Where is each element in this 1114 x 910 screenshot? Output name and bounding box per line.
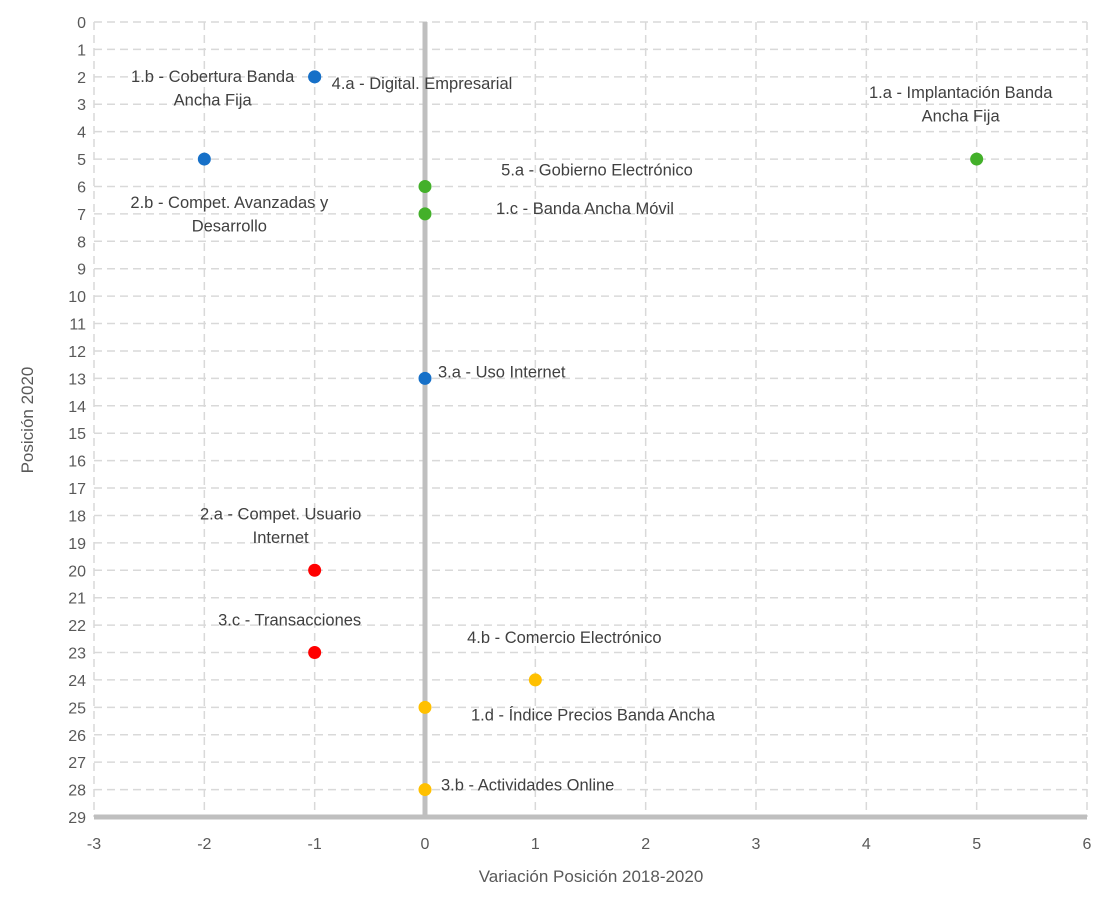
data-label: 2.b - Compet. Avanzadas y Desarrollo [130, 194, 329, 236]
x-tick-label: 0 [421, 836, 430, 853]
data-labels: 1.b - Cobertura Banda Ancha Fija 4.a - Dig… [130, 68, 1053, 795]
data-label-line: 4.a - Digital. Empresarial [332, 75, 513, 93]
data-label-line: 2.b - Compet. Avanzadas y [130, 194, 329, 212]
y-tick-label: 3 [77, 97, 86, 114]
data-label-line: Internet [253, 529, 309, 547]
x-tick-label: 6 [1083, 836, 1092, 853]
data-label: 1.a - Implantación Banda Ancha Fija [869, 84, 1053, 126]
data-label-line: 3.c - Transacciones [218, 612, 361, 630]
y-tick-label: 8 [77, 234, 86, 251]
y-tick-label: 29 [68, 810, 86, 827]
y-tick-label: 24 [68, 673, 86, 690]
data-label-line: Desarrollo [192, 218, 267, 236]
y-tick-label: 14 [68, 399, 86, 416]
data-label: 3.b - Actividades Online [441, 777, 614, 795]
y-tick-label: 1 [77, 42, 86, 59]
x-tick-label: 1 [531, 836, 540, 853]
y-tick-label: 18 [68, 508, 86, 525]
data-label-line: 1.d - Índice Precios Banda Ancha [471, 705, 716, 724]
x-tick-label: 5 [972, 836, 981, 853]
x-tick-label: -2 [197, 836, 211, 853]
data-label-line: Ancha Fija [174, 91, 253, 109]
y-tick-label: 7 [77, 207, 86, 224]
y-tick-label: 0 [77, 15, 86, 32]
data-label: 3.c - Transacciones [218, 612, 361, 630]
data-label-line: 5.a - Gobierno Electrónico [501, 161, 693, 179]
y-tick-label: 15 [68, 426, 86, 443]
y-tick-label: 19 [68, 536, 86, 553]
data-label-line: 2.a - Compet. Usuario [200, 505, 361, 523]
y-tick-label: 13 [68, 371, 86, 388]
data-point [418, 179, 432, 193]
data-point [308, 563, 322, 577]
data-point [418, 783, 432, 797]
data-point [418, 207, 432, 221]
x-tick-label: -3 [87, 836, 101, 853]
tick-labels: 0123456789101112131415161718192021222324… [68, 15, 1091, 853]
data-label-line: Ancha Fija [922, 108, 1001, 126]
data-point [308, 70, 322, 84]
y-tick-label: 27 [68, 755, 86, 772]
axes [94, 22, 1087, 820]
y-tick-label: 10 [68, 289, 86, 306]
data-label-line: 3.b - Actividades Online [441, 777, 614, 795]
x-tick-label: 4 [862, 836, 871, 853]
data-label: 4.a - Digital. Empresarial [332, 75, 513, 93]
y-axis-title: Posición 2020 [18, 367, 37, 474]
data-label: 4.b - Comercio Electrónico [467, 629, 661, 647]
x-tick-label: 2 [641, 836, 650, 853]
data-label-line: 3.a - Uso Internet [438, 363, 566, 381]
data-points [197, 70, 984, 797]
y-tick-label: 17 [68, 481, 86, 498]
y-tick-label: 20 [68, 563, 86, 580]
data-point [308, 646, 322, 660]
x-axis-title: Variación Posición 2018-2020 [479, 867, 704, 886]
data-label: 1.b - Cobertura Banda Ancha Fija [131, 68, 295, 110]
data-point [418, 371, 432, 385]
y-tick-label: 12 [68, 344, 86, 361]
data-label: 1.d - Índice Precios Banda Ancha [471, 705, 716, 724]
y-tick-label: 28 [68, 783, 86, 800]
y-tick-label: 9 [77, 262, 86, 279]
data-label: 2.a - Compet. Usuario Internet [200, 505, 361, 547]
y-tick-label: 22 [68, 618, 86, 635]
data-point [197, 152, 211, 166]
y-tick-label: 23 [68, 646, 86, 663]
data-label: 5.a - Gobierno Electrónico [501, 161, 693, 179]
y-tick-label: 6 [77, 179, 86, 196]
y-tick-label: 26 [68, 728, 86, 745]
y-tick-label: 16 [68, 454, 86, 471]
y-tick-label: 25 [68, 700, 86, 717]
data-label-line: 1.c - Banda Ancha Móvil [496, 200, 674, 218]
x-tick-label: 3 [752, 836, 761, 853]
grid [93, 21, 1088, 818]
y-tick-label: 5 [77, 152, 86, 169]
data-label-line: 1.a - Implantación Banda [869, 84, 1053, 102]
data-label: 1.c - Banda Ancha Móvil [496, 200, 674, 218]
data-point [528, 673, 542, 687]
y-tick-label: 4 [77, 125, 86, 142]
x-tick-label: -1 [308, 836, 322, 853]
y-tick-label: 21 [68, 591, 86, 608]
data-label-line: 4.b - Comercio Electrónico [467, 629, 661, 647]
data-label-line: 1.b - Cobertura Banda [131, 68, 295, 86]
data-point [418, 700, 432, 714]
data-point [970, 152, 984, 166]
y-tick-label: 11 [69, 317, 86, 334]
y-tick-label: 2 [77, 70, 86, 87]
data-label: 3.a - Uso Internet [438, 363, 566, 381]
